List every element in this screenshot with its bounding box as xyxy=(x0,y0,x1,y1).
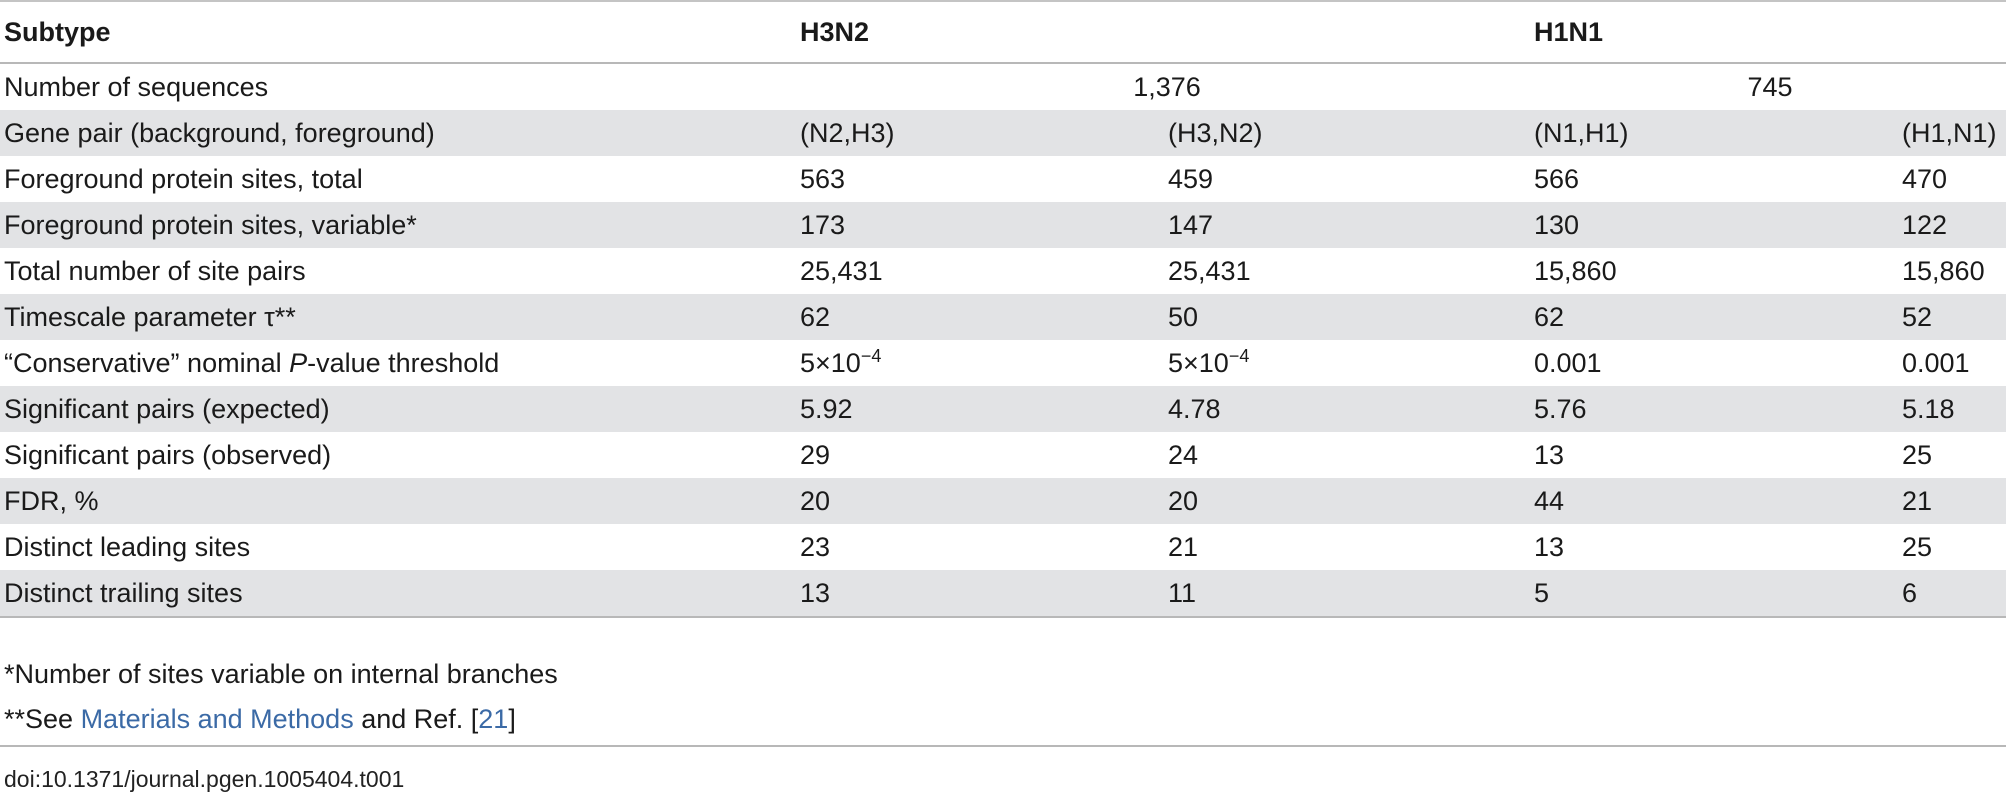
cell-value: 13 xyxy=(1534,531,1565,562)
data-table-container: Subtype H3N2 H1N1 Number of sequences 1,… xyxy=(0,0,2006,618)
cell-value: 173 xyxy=(800,202,1168,248)
cell-value: 25,431 xyxy=(1168,255,1251,286)
data-table: Subtype H3N2 H1N1 Number of sequences 1,… xyxy=(0,0,2006,618)
cell-value: 5×10−4 xyxy=(800,340,1168,386)
row-label: Significant pairs (observed) xyxy=(4,439,332,470)
footnotes: *Number of sites variable on internal br… xyxy=(4,652,558,742)
cell-value: 0.001 xyxy=(1902,347,1970,378)
cell-value: (N2,H3) xyxy=(800,110,1168,156)
table-row: Foreground protein sites, total 563 459 … xyxy=(0,156,2006,202)
table-row: Timescale parameter τ** 62 50 62 52 xyxy=(0,294,2006,340)
table-row: Significant pairs (observed) 29 24 13 25 xyxy=(0,432,2006,478)
doi-label: doi:10.1371/journal.pgen.1005404.t001 xyxy=(4,766,405,792)
table-row: FDR, % 20 20 44 21 xyxy=(0,478,2006,524)
table-row: Number of sequences 1,376 745 xyxy=(0,63,2006,110)
row-label: Timescale parameter τ** xyxy=(0,294,800,340)
table-header-row: Subtype H3N2 H1N1 xyxy=(0,0,2006,64)
cell-value: 29 xyxy=(800,439,831,470)
footnote-text: **See xyxy=(4,704,81,734)
row-label: “Conservative” nominal P-value threshold xyxy=(0,340,800,386)
cell-value: 563 xyxy=(800,163,846,194)
table-row: Distinct trailing sites 13 11 5 6 xyxy=(0,570,2006,618)
cell-value: 6 xyxy=(1902,570,2006,618)
cell-value: 25 xyxy=(1902,531,1933,562)
footer-divider xyxy=(0,745,2006,747)
row-label: Foreground protein sites, total xyxy=(4,163,363,194)
table-row: Distinct leading sites 23 21 13 25 xyxy=(0,524,2006,570)
row-label: Distinct trailing sites xyxy=(0,570,800,618)
label-text: “Conservative” nominal xyxy=(4,347,290,378)
table-row: Gene pair (background, foreground) (N2,H… xyxy=(0,110,2006,156)
cell-value: 11 xyxy=(1168,570,1534,618)
cell-value: 15,860 xyxy=(1902,255,1985,286)
cell-value: 5×10−4 xyxy=(1168,340,1534,386)
row-label: Gene pair (background, foreground) xyxy=(0,110,800,156)
reference-link[interactable]: 21 xyxy=(478,704,509,734)
table-row: Foreground protein sites, variable* 173 … xyxy=(0,202,2006,248)
cell-value: 0.001 xyxy=(1534,347,1602,378)
row-label: FDR, % xyxy=(0,478,800,524)
cell-value: 459 xyxy=(1168,163,1214,194)
row-label: Total number of site pairs xyxy=(4,255,306,286)
value-base: 5×10 xyxy=(1168,347,1229,378)
cell-value: 1,376 xyxy=(1133,71,1201,102)
cell-value: (H3,N2) xyxy=(1168,110,1534,156)
row-label: Number of sequences xyxy=(4,71,269,102)
footnote-text: and Ref. [ xyxy=(353,704,479,734)
cell-value: 470 xyxy=(1902,163,1948,194)
cell-value: 52 xyxy=(1902,294,2006,340)
cell-value: 130 xyxy=(1534,202,1902,248)
row-label: Significant pairs (expected) xyxy=(0,386,800,432)
cell-value: 4.78 xyxy=(1168,386,1534,432)
cell-value: 122 xyxy=(1902,202,2006,248)
cell-value: (H1,N1) xyxy=(1902,110,2006,156)
table-row: Total number of site pairs 25,431 25,431… xyxy=(0,248,2006,294)
cell-value: 62 xyxy=(800,294,1168,340)
value-base: 5×10 xyxy=(800,347,861,378)
label-italic-p: P xyxy=(289,347,308,378)
header-h1n1: H1N1 xyxy=(1534,0,2006,64)
footnote-variable-sites: *Number of sites variable on internal br… xyxy=(4,659,558,689)
cell-value: 13 xyxy=(800,570,1168,618)
cell-value: 21 xyxy=(1902,478,2006,524)
cell-value: (N1,H1) xyxy=(1534,110,1902,156)
label-text: -value threshold xyxy=(307,347,500,378)
cell-value: 62 xyxy=(1534,294,1902,340)
cell-value: 5.18 xyxy=(1902,386,2006,432)
cell-value: 5.76 xyxy=(1534,386,1902,432)
cell-value: 23 xyxy=(800,531,831,562)
cell-value: 21 xyxy=(1168,531,1199,562)
materials-methods-link[interactable]: Materials and Methods xyxy=(80,704,354,734)
value-exponent: −4 xyxy=(1228,345,1250,366)
cell-value: 5 xyxy=(1534,570,1902,618)
cell-value: 147 xyxy=(1168,202,1534,248)
cell-value: 566 xyxy=(1534,163,1580,194)
cell-value: 15,860 xyxy=(1534,255,1617,286)
row-label: Distinct leading sites xyxy=(4,531,251,562)
footnote-see-methods: **See Materials and Methods and Ref. [21… xyxy=(4,697,558,742)
header-h3n2: H3N2 xyxy=(800,0,1534,64)
table-row: Significant pairs (expected) 5.92 4.78 5… xyxy=(0,386,2006,432)
row-label: Foreground protein sites, variable* xyxy=(0,202,800,248)
cell-value: 5.92 xyxy=(800,386,1168,432)
cell-value: 44 xyxy=(1534,478,1902,524)
cell-value: 50 xyxy=(1168,294,1534,340)
header-subtype: Subtype xyxy=(0,0,800,64)
cell-value: 24 xyxy=(1168,439,1199,470)
cell-value: 20 xyxy=(800,478,1168,524)
value-exponent: −4 xyxy=(860,345,882,366)
cell-value: 20 xyxy=(1168,478,1534,524)
cell-value: 25,431 xyxy=(800,255,883,286)
cell-value: 25 xyxy=(1902,439,1933,470)
table-row: “Conservative” nominal P-value threshold… xyxy=(0,340,2006,386)
cell-value: 13 xyxy=(1534,439,1565,470)
footnote-text: ] xyxy=(508,704,516,734)
cell-value: 745 xyxy=(1747,71,1793,102)
